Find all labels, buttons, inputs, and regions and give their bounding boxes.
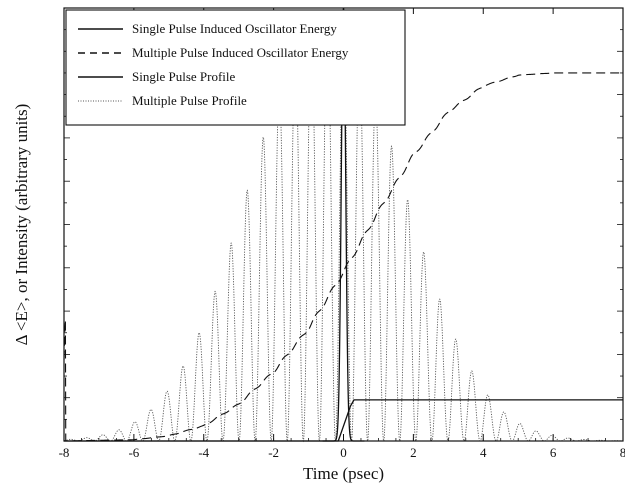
x-tick-label: -4 — [198, 445, 209, 460]
x-tick-label: 8 — [620, 445, 625, 460]
series-multiple-pulse-energy — [63, 72, 623, 442]
legend-label: Multiple Pulse Profile — [132, 93, 247, 108]
series-multiple-pulse-profile — [63, 15, 623, 443]
legend-label: Multiple Pulse Induced Oscillator Energy — [132, 45, 349, 60]
x-tick-label: -6 — [128, 445, 139, 460]
x-tick-label: -2 — [268, 445, 279, 460]
legend-label: Single Pulse Induced Oscillator Energy — [132, 21, 337, 36]
x-tick-label: 0 — [340, 445, 347, 460]
x-tick-label: 4 — [480, 445, 487, 460]
x-axis-label: Time (psec) — [303, 464, 384, 483]
x-tick-label: 6 — [550, 445, 557, 460]
x-tick-label: -8 — [59, 445, 70, 460]
legend: Single Pulse Induced Oscillator Energy Mu… — [65, 9, 406, 126]
x-tick-label: 2 — [410, 445, 417, 460]
y-axis-label: Δ <E>, or Intensity (arbitrary units) — [12, 104, 31, 346]
legend-label: Single Pulse Profile — [132, 69, 236, 84]
